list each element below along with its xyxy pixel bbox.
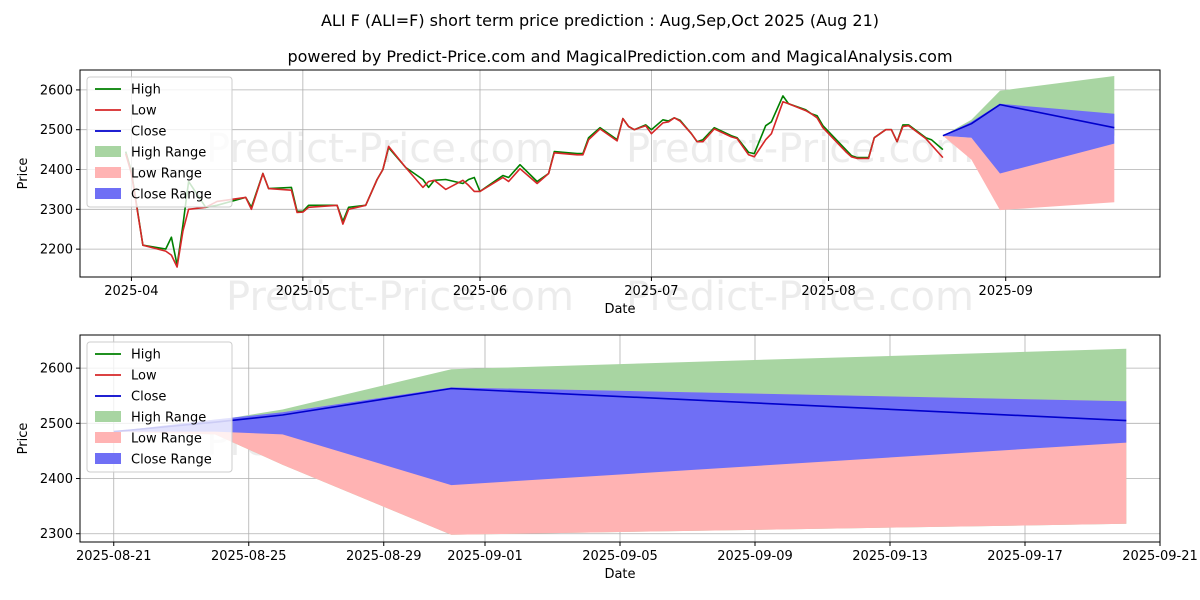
x-tick-label: 2025-09-17 [987,549,1063,564]
close-range-band [942,103,1115,174]
x-axis-label: Date [604,302,635,317]
chart-title: ALI F (ALI=F) short term price predictio… [321,11,879,30]
legend-swatch-low-range [95,167,121,178]
y-tick-label: 2400 [40,472,73,487]
x-axis-label: Date [604,567,635,582]
y-axis-label: Price [16,423,31,455]
legend-swatch-close-range [95,188,121,199]
bottom-panel: 2300 2400 2500 2600 2025-08-21 2025-08-25 2025… [16,334,1198,582]
y-tick-label: 2300 [40,203,73,218]
legend-swatch-low-range [95,432,121,443]
legend-label-low-range: Low Range [131,432,202,447]
y-tick-label: 2600 [40,362,73,377]
x-tick-label: 2025-08 [801,284,855,299]
y-tick-label: 2500 [40,123,73,138]
x-tick-label: 2025-08-21 [76,549,152,564]
x-tick-label: 2025-09-05 [582,549,658,564]
top-panel: 2200 2300 2400 2500 2600 2025-04 2025-05 2025-0… [16,69,1161,317]
y-tick-label: 2200 [40,243,73,258]
legend-label-high-range: High Range [131,146,206,161]
plot-frame [79,334,1161,543]
x-tick-label: 2025-07 [624,284,678,299]
legend-box [86,76,233,208]
legend-label-close: Close [131,390,166,405]
legend-label-close-range: Close Range [131,188,212,203]
x-tick-label: 2025-08-29 [346,549,422,564]
legend-label-close-range: Close Range [131,453,212,468]
legend-swatch-high-range [95,146,121,157]
y-tick-label: 2500 [40,417,73,432]
legend-label-low: Low [131,104,157,119]
legend-label-close: Close [131,125,166,140]
watermark-1: Predict-Price.com [206,126,554,172]
y-tick-label: 2400 [40,163,73,178]
watermark-2: Predict-Price.com [626,126,974,172]
chart-subtitle: powered by Predict-Price.com and Magical… [287,47,952,66]
y-tick-label: 2300 [40,527,73,542]
legend-label-low: Low [131,369,157,384]
x-tick-label: 2025-09-13 [852,549,928,564]
close-range-band-detail [113,387,1127,486]
legend-label-high: High [131,348,161,363]
x-tick-label: 2025-08-25 [211,549,287,564]
x-tick-label: 2025-09-09 [717,549,793,564]
legend-label-high-range: High Range [131,411,206,426]
x-tick-label: 2025-04 [104,284,158,299]
plot-frame [79,69,1161,278]
legend-swatch-high-range [95,411,121,422]
x-tick-label: 2025-09 [979,284,1033,299]
y-axis-label: Price [16,158,31,190]
legend-label-low-range: Low Range [131,167,202,182]
x-tick-label: 2025-09-21 [1122,549,1198,564]
watermark-3: Predict-Price.com [226,274,574,320]
x-tick-label: 2025-05 [276,284,330,299]
legend-swatch-close-range [95,453,121,464]
x-tick-label: 2025-06 [453,284,507,299]
x-tick-label: 2025-09-01 [447,549,523,564]
y-tick-label: 2600 [40,83,73,98]
legend-box [86,341,233,473]
close-forecast-line [942,103,1115,137]
legend-label-high: High [131,83,161,98]
low-series-line [124,101,944,268]
watermark-4: Predict-Price.com [626,274,974,320]
